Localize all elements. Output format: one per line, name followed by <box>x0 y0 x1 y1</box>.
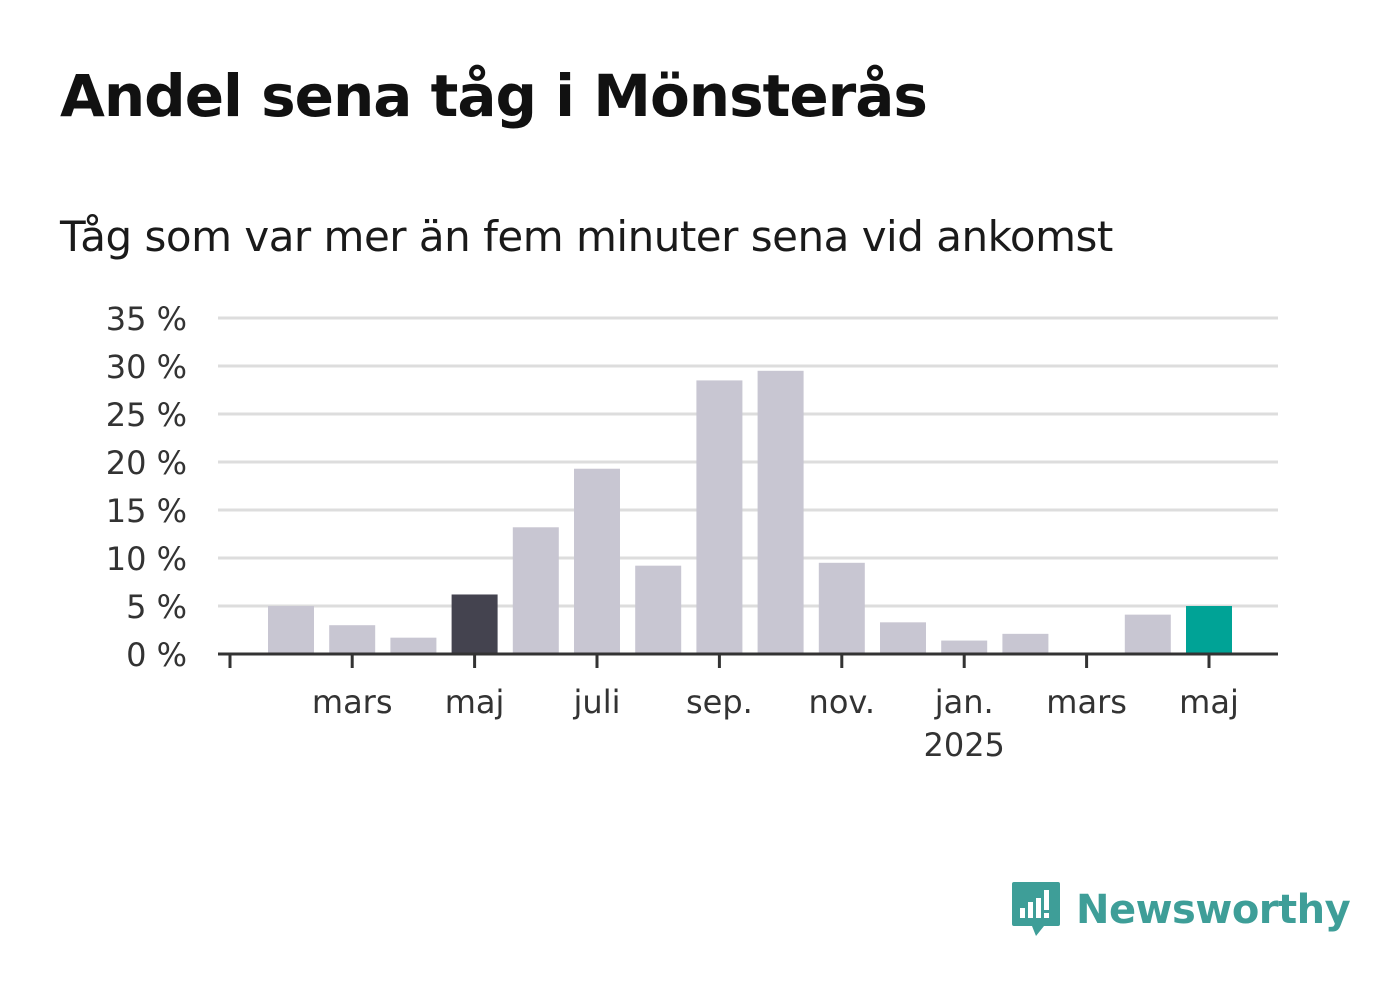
x-axis-tick-labels: mars maj juli sep. nov. jan. 2025 mars maj <box>312 683 1239 764</box>
x-tick-year-label: 2025 <box>923 726 1004 764</box>
bar-2024-06 <box>512 527 559 654</box>
chart-subtitle: Tåg som var mer än fem minuter sena vid … <box>60 212 1113 261</box>
y-tick-label: 15 % <box>106 492 187 530</box>
chart-title: Andel sena tåg i Mönsterås <box>60 62 928 130</box>
bar-2025-04 <box>1124 614 1171 654</box>
x-tick-label: jan. <box>934 683 994 721</box>
y-tick-label: 35 % <box>106 300 187 338</box>
bars <box>268 370 1232 654</box>
bar-2024-08 <box>635 565 682 654</box>
x-tick-label: maj <box>1179 683 1239 721</box>
bar-2024-04 <box>390 637 437 654</box>
x-tick-label: nov. <box>809 683 875 721</box>
bar-2024-03 <box>329 625 376 654</box>
x-axis <box>218 652 1278 668</box>
logo-text: Newsworthy <box>1076 887 1351 933</box>
x-tick-label: mars <box>1046 683 1127 721</box>
bar-2024-09 <box>696 380 743 654</box>
bar-2024-05 <box>451 594 498 654</box>
x-tick-label: sep. <box>686 683 753 721</box>
newsworthy-logo: Newsworthy <box>1010 878 1351 942</box>
bar-2025-02 <box>1002 633 1049 654</box>
bar-2024-10 <box>757 370 804 654</box>
x-tick-label: mars <box>312 683 393 721</box>
y-tick-label: 10 % <box>106 540 187 578</box>
newsworthy-chart-bubble-icon <box>1012 882 1060 936</box>
y-tick-label: 5 % <box>126 588 187 626</box>
gridlines <box>218 316 1278 608</box>
bar-2025-01 <box>941 640 988 654</box>
y-tick-label: 0 % <box>126 636 187 674</box>
y-axis-tick-labels: 0 % 5 % 10 % 15 % 20 % 25 % 30 % 35 % <box>106 300 187 674</box>
bar-2024-11 <box>818 562 865 654</box>
bar-2024-02 <box>268 606 314 654</box>
x-tick-label: maj <box>445 683 505 721</box>
bar-2024-07 <box>574 468 620 654</box>
y-tick-label: 30 % <box>106 348 187 386</box>
bar-2025-05 <box>1186 606 1232 654</box>
y-tick-label: 25 % <box>106 396 187 434</box>
x-tick-label: juli <box>573 683 621 721</box>
y-tick-label: 20 % <box>106 444 187 482</box>
bar-2024-12 <box>880 622 926 654</box>
